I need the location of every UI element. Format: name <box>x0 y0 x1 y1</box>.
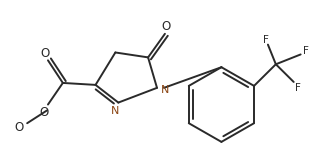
Text: N: N <box>161 85 169 95</box>
Text: N: N <box>111 106 120 116</box>
Text: O: O <box>15 121 24 134</box>
Text: F: F <box>263 35 269 45</box>
Text: O: O <box>161 20 171 33</box>
Text: O: O <box>39 106 49 119</box>
Text: F: F <box>295 83 300 93</box>
Text: O: O <box>41 47 50 60</box>
Text: F: F <box>303 46 309 57</box>
